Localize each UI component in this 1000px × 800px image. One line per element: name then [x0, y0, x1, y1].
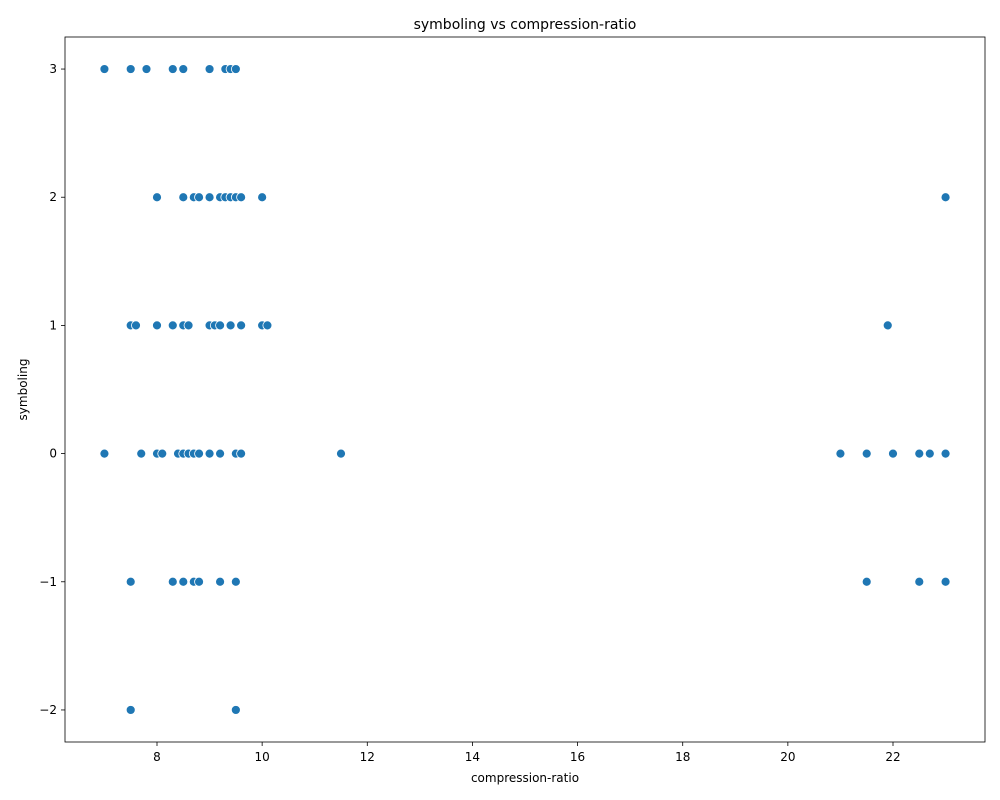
data-point — [914, 576, 925, 587]
data-point — [204, 64, 215, 74]
data-point — [178, 64, 189, 74]
data-point — [924, 448, 935, 459]
data-point — [215, 320, 225, 331]
data-point — [940, 448, 951, 459]
x-tick-label: 12 — [360, 750, 375, 764]
data-points — [99, 64, 951, 715]
data-point — [178, 576, 189, 587]
x-tick-label: 8 — [153, 750, 161, 764]
data-point — [204, 192, 215, 203]
data-point — [183, 320, 194, 331]
y-tick-label: 3 — [49, 62, 57, 76]
data-point — [178, 192, 189, 203]
y-tick-label: 0 — [49, 447, 57, 461]
data-point — [257, 192, 268, 203]
data-point — [204, 448, 215, 459]
y-tick-label: 2 — [49, 190, 57, 204]
y-tick-label: −2 — [39, 703, 57, 717]
x-tick-label: 16 — [570, 750, 585, 764]
data-point — [125, 64, 136, 74]
data-point — [225, 320, 236, 331]
data-point — [940, 192, 951, 203]
data-point — [882, 320, 893, 331]
data-point — [914, 448, 925, 459]
chart-title: symboling vs compression-ratio — [414, 17, 637, 33]
data-point — [125, 705, 136, 715]
data-point — [194, 448, 204, 459]
x-tick-label: 10 — [255, 750, 270, 764]
data-point — [336, 448, 346, 459]
data-point — [194, 192, 204, 203]
data-point — [167, 320, 178, 331]
data-point — [167, 576, 178, 587]
data-point — [230, 576, 241, 587]
x-tick-label: 14 — [465, 750, 480, 764]
data-point — [835, 448, 846, 459]
y-tick-label: 1 — [49, 318, 57, 332]
y-axis-ticks: −2 −1 0 1 2 3 — [39, 62, 65, 717]
x-tick-label: 20 — [780, 750, 795, 764]
data-point — [940, 576, 951, 587]
x-axis-ticks: 8 10 12 14 16 18 20 22 — [153, 742, 901, 764]
data-point — [99, 448, 110, 459]
data-point — [152, 320, 162, 331]
data-point — [888, 448, 898, 459]
data-point — [236, 192, 247, 203]
data-point — [230, 64, 241, 74]
data-point — [167, 64, 178, 74]
data-point — [861, 576, 872, 587]
data-point — [861, 448, 872, 459]
data-point — [215, 576, 225, 587]
y-tick-label: −1 — [39, 575, 57, 589]
x-tick-label: 18 — [675, 750, 690, 764]
data-point — [215, 448, 225, 459]
y-axis-label: symboling — [16, 359, 30, 421]
data-point — [131, 320, 141, 331]
data-point — [262, 320, 273, 331]
data-point — [99, 64, 110, 74]
data-point — [141, 64, 152, 74]
x-axis-label: compression-ratio — [471, 771, 579, 785]
plot-frame — [64, 36, 986, 743]
data-point — [236, 320, 247, 331]
data-point — [194, 576, 204, 587]
data-point — [230, 705, 241, 715]
x-tick-label: 22 — [885, 750, 900, 764]
data-point — [125, 576, 136, 587]
data-point — [157, 448, 168, 459]
data-point — [236, 448, 247, 459]
data-point — [152, 192, 162, 203]
data-point — [136, 448, 147, 459]
